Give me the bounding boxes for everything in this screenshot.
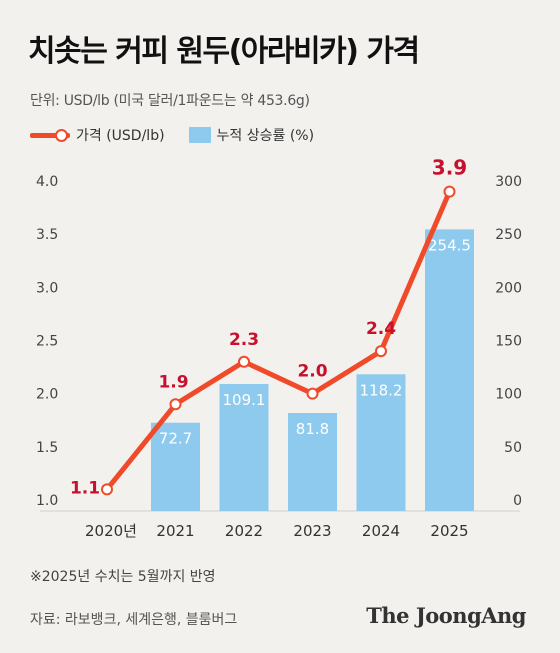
price-point	[238, 355, 250, 368]
chart-title: 치솟는 커피 원두(아라비카) 가격	[28, 34, 420, 69]
price-point	[101, 483, 113, 496]
legend-line-swatch	[30, 127, 70, 143]
y-left-tick-label: 3.5	[36, 227, 58, 243]
x-tick-label: 2023	[293, 522, 331, 540]
y-right-tick-label: 0	[513, 493, 522, 509]
bar-value-label: 109.1	[223, 391, 266, 409]
y-right-tick-label: 300	[495, 174, 522, 190]
bar	[151, 422, 200, 511]
x-tick-label: 2024	[362, 522, 400, 540]
bar	[425, 229, 474, 512]
bar-value-label: 81.8	[296, 420, 329, 438]
y-left-tick-label: 2.0	[36, 387, 58, 403]
y-left-tick-label: 1.5	[36, 440, 58, 456]
source-note: 자료: 라보뱅크, 세계은행, 블룸버그	[30, 612, 238, 628]
legend: 가격 (USD/lb) 누적 상승률 (%)	[30, 124, 314, 146]
bar-value-label: 118.2	[360, 381, 403, 399]
bar	[219, 383, 269, 511]
y-right-tick-label: 100	[495, 387, 522, 403]
y-right-tick-label: 200	[495, 280, 522, 296]
x-tick-label: 2022	[225, 522, 263, 540]
y-left-tick-label: 1.0	[36, 493, 58, 509]
x-tick-label: 2020년	[85, 522, 137, 540]
price-point	[443, 185, 456, 198]
y-left-tick-label: 3.0	[36, 280, 58, 296]
price-value-label: 2.0	[297, 362, 327, 382]
price-point	[306, 387, 319, 400]
price-line	[104, 189, 452, 492]
price-value-label: 2.4	[366, 319, 396, 339]
price-value-label: 3.9	[432, 156, 467, 180]
bar	[288, 413, 337, 511]
legend-line-label: 가격 (USD/lb)	[76, 128, 165, 144]
price-value-label: 1.9	[158, 372, 188, 392]
price-point	[375, 345, 387, 358]
x-tick-label: 2021	[156, 522, 194, 540]
price-value-label: 2.3	[229, 330, 259, 350]
price-point	[169, 398, 182, 411]
y-right-tick-label: 250	[495, 227, 522, 243]
y-right-tick-label: 150	[495, 334, 522, 350]
price-value-label: 1.1	[70, 478, 100, 498]
legend-bar-swatch	[188, 127, 211, 143]
y-right-tick-label: 50	[504, 440, 522, 456]
bar	[356, 374, 406, 511]
footnote: ※2025년 수치는 5월까지 반영	[30, 569, 216, 585]
legend-bar-label: 누적 상승률 (%)	[216, 128, 315, 144]
combo-chart: 1.0 1.5 2.0 2.5 3.0 3.5 4.0 0 50 100 150 200 250 300 2…	[36, 156, 522, 540]
x-tick-label: 2025	[430, 522, 468, 540]
y-left-tick-label: 4.0	[36, 174, 58, 190]
unit-note: 단위: USD/lb (미국 달러/1파운드는 약 453.6g)	[30, 93, 310, 109]
publisher-logo: The JoongAng	[366, 603, 526, 628]
bar-value-label: 72.7	[159, 430, 192, 448]
y-left-tick-label: 2.5	[36, 334, 58, 350]
bar-value-label: 254.5	[428, 236, 471, 254]
